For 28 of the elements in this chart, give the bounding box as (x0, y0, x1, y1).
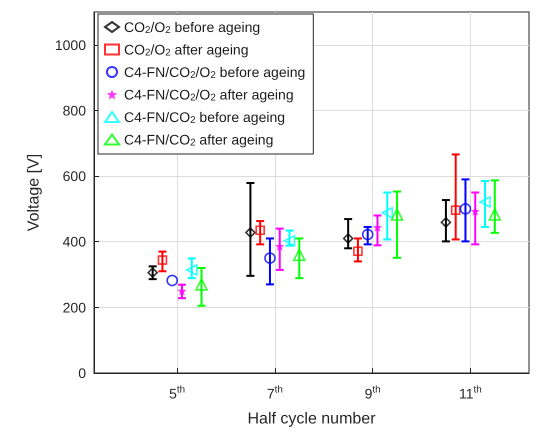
point (292, 248, 306, 262)
point (186, 264, 198, 276)
point (450, 205, 460, 216)
point (460, 203, 472, 215)
point (166, 274, 178, 286)
point (362, 228, 374, 240)
point (245, 227, 256, 238)
point (488, 208, 502, 221)
y-tick-label: 0 (78, 365, 86, 381)
point (158, 255, 168, 265)
y-tick-label: 800 (62, 102, 86, 118)
point (264, 252, 276, 264)
point (390, 208, 404, 221)
point (381, 207, 394, 219)
y-tick-label: 600 (62, 168, 86, 184)
y-tick-label: 400 (62, 234, 86, 250)
point (440, 217, 452, 228)
point (147, 267, 158, 278)
point (195, 278, 208, 291)
point (342, 233, 354, 244)
point (255, 225, 265, 236)
y-tick-label: 200 (62, 299, 86, 316)
point (353, 246, 363, 256)
point (479, 196, 491, 208)
y-axis-title: Voltage [V] (26, 154, 42, 232)
y-tick-label: 1000 (54, 36, 86, 53)
x-axis-title: Half cycle number (247, 410, 376, 428)
point (284, 234, 296, 247)
